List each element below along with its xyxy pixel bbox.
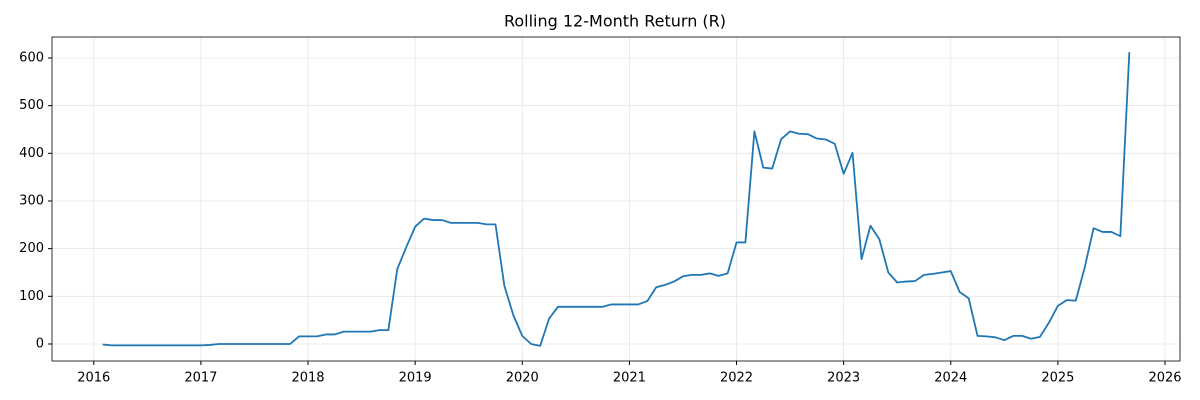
y-tick-label: 500 — [19, 98, 44, 113]
x-tick-label: 2020 — [506, 371, 539, 386]
x-tick-label: 2024 — [934, 371, 967, 386]
x-tick-label: 2021 — [613, 371, 646, 386]
y-tick-label: 400 — [19, 146, 44, 161]
y-tick-label: 200 — [19, 241, 44, 256]
x-tick-label: 2022 — [720, 371, 753, 386]
x-tick-label: 2018 — [291, 371, 324, 386]
plot-frame — [51, 36, 1181, 362]
x-tick-label: 2017 — [184, 371, 217, 386]
x-tick-label: 2019 — [399, 371, 432, 386]
y-tick-label: 300 — [19, 193, 44, 208]
data-line — [102, 52, 1131, 347]
x-tick-label: 2023 — [827, 371, 860, 386]
y-tick-label: 0 — [36, 336, 44, 351]
y-tick-label: 100 — [19, 289, 44, 304]
y-tick-label: 600 — [19, 50, 44, 65]
x-tick-label: 2025 — [1041, 371, 1074, 386]
x-tick-label: 2016 — [77, 371, 110, 386]
chart-title: Rolling 12-Month Return (R) — [504, 12, 726, 31]
x-tick-label: 2026 — [1148, 371, 1181, 386]
